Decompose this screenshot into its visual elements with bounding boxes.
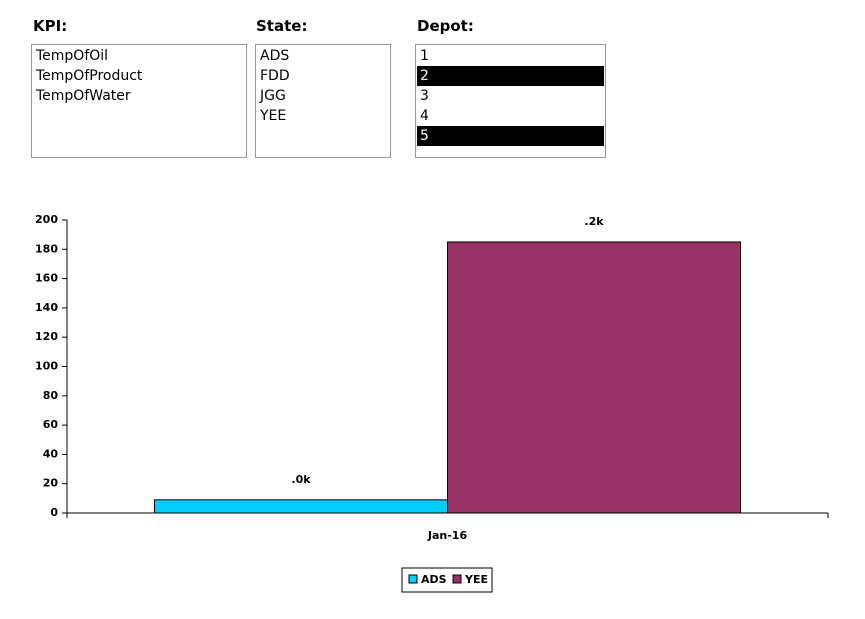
value-label: .0k <box>291 473 311 486</box>
y-tick-label: 60 <box>43 418 59 431</box>
legend-box <box>401 567 493 593</box>
bar <box>447 241 741 514</box>
bar <box>154 499 448 514</box>
y-tick-label: 40 <box>43 447 59 460</box>
x-tick-label: Jan-16 <box>427 529 468 542</box>
y-tick-label: 180 <box>35 242 58 255</box>
y-tick-label: 80 <box>43 389 59 402</box>
legend-swatch <box>408 574 418 584</box>
y-tick-label: 100 <box>35 360 58 373</box>
list-item[interactable]: TempOfOil <box>36 48 109 64</box>
list-box[interactable]: TempOfOil TempOfProduct TempOfWater <box>31 44 247 158</box>
y-tick-label: 0 <box>50 506 58 519</box>
legend-label: YEE <box>464 573 488 586</box>
list-item[interactable]: JGG <box>260 88 286 104</box>
list-item[interactable]: ADS <box>260 48 290 64</box>
list-item[interactable]: 2 <box>417 66 604 86</box>
y-tick-label: 160 <box>35 272 58 285</box>
legend-swatch <box>452 574 462 584</box>
list-item[interactable]: TempOfWater <box>36 88 131 104</box>
list-item[interactable]: 1 <box>420 48 429 64</box>
y-tick-label: 140 <box>35 301 58 314</box>
list-item[interactable]: TempOfProduct <box>36 68 143 84</box>
list-item[interactable]: 3 <box>420 88 429 104</box>
filter-label: State: <box>256 17 308 35</box>
legend-label: ADS <box>421 573 447 586</box>
list-box[interactable]: ADS FDD JGG YEE <box>255 44 391 158</box>
value-label: .2k <box>584 215 604 228</box>
y-tick-label: 200 <box>35 213 58 226</box>
filter-label: KPI: <box>33 17 68 35</box>
list-item[interactable]: YEE <box>260 108 287 124</box>
list-item[interactable]: 5 <box>417 126 604 146</box>
list-box[interactable]: 1 2 3 4 5 <box>415 44 606 158</box>
y-tick-label: 20 <box>43 477 59 490</box>
filter-label: Depot: <box>417 17 474 35</box>
y-tick-label: 120 <box>35 330 58 343</box>
list-item[interactable]: FDD <box>260 68 290 84</box>
list-item[interactable]: 4 <box>420 108 429 124</box>
